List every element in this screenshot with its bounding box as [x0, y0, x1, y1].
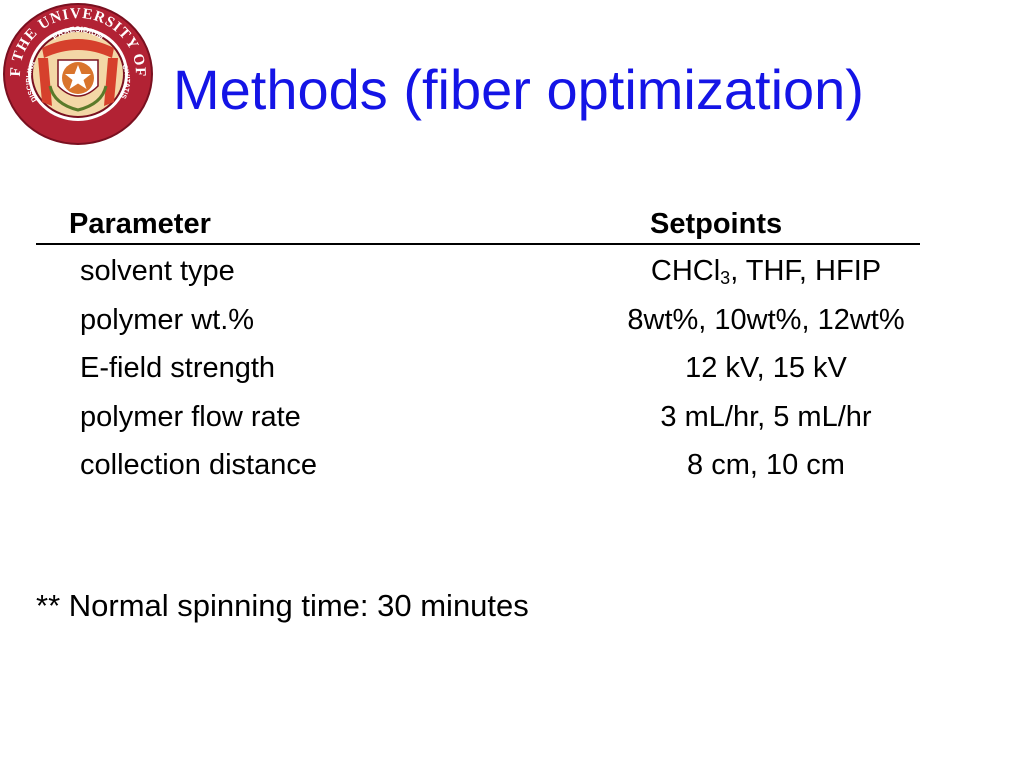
- parameter-cell: solvent type: [80, 255, 235, 287]
- footnote: ** Normal spinning time: 30 minutes: [36, 588, 529, 623]
- parameter-cell: collection distance: [80, 449, 317, 481]
- star-icon: [65, 65, 91, 89]
- setpoint-cell: 12 kV, 15 kV: [685, 352, 847, 384]
- table-row: solvent type CHCl3, THF, HFIP: [36, 245, 920, 294]
- parameter-cell: polymer wt.%: [80, 303, 255, 336]
- table-row: E-field strength 12 kV, 15 kV: [36, 342, 920, 391]
- setpoint-subscript: 3: [720, 268, 731, 288]
- seal-right-banner-text: CIVITATIS: [119, 64, 130, 100]
- header-setpoints: Setpoints: [650, 208, 783, 240]
- setpoint-cell: CHCl3, THF, HFIP: [651, 255, 881, 288]
- parameter-cell: polymer flow rate: [80, 400, 301, 433]
- parameter-table: Parameter Setpoints solvent type CHCl3, …: [36, 205, 920, 488]
- setpoint-text: CHCl: [650, 255, 721, 287]
- parameter-cell: E-field strength: [80, 352, 276, 384]
- table-row: polymer flow rate 3 mL/hr, 5 mL/hr: [36, 391, 920, 440]
- slide-title: Methods (fiber optimization): [173, 58, 864, 121]
- university-seal-logo: SEAL OF THE UNIVERSITY OF TEXAS PRAESIDI…: [2, 2, 153, 145]
- table-row: collection distance 8 cm, 10 cm: [36, 439, 920, 488]
- svg-text:CIVITATIS: CIVITATIS: [119, 64, 130, 100]
- setpoint-cell: 3 mL/hr, 5 mL/hr: [660, 400, 872, 433]
- setpoint-cell: 8wt%, 10wt%, 12wt%: [627, 303, 905, 336]
- table-row: polymer wt.% 8wt%, 10wt%, 12wt%: [36, 294, 920, 343]
- header-parameter: Parameter: [69, 208, 211, 240]
- table-header: Parameter Setpoints: [36, 205, 920, 245]
- setpoint-cell: 8 cm, 10 cm: [687, 449, 845, 481]
- setpoint-text-continued: , THF, HFIP: [730, 255, 882, 287]
